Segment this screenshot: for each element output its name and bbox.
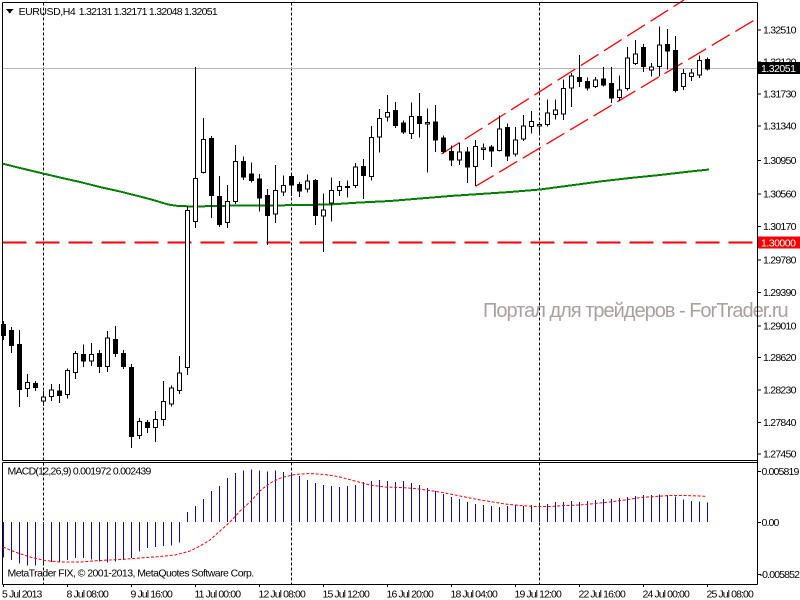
svg-text:12 Jul 08:00: 12 Jul 08:00	[259, 589, 306, 600]
svg-text:5 Jul 2013: 5 Jul 2013	[2, 589, 43, 600]
svg-text:1.32051: 1.32051	[761, 63, 796, 75]
svg-text:1.29010: 1.29010	[763, 321, 797, 333]
svg-text:16 Jul 20:00: 16 Jul 20:00	[387, 589, 434, 600]
svg-text:Портал для трейдеров - ForTrad: Портал для трейдеров - ForTrader.ru	[483, 300, 788, 322]
svg-text:9 Jul 16:00: 9 Jul 16:00	[131, 589, 174, 600]
svg-text:1.29780: 1.29780	[763, 255, 797, 267]
svg-text:0.00: 0.00	[762, 517, 780, 529]
svg-text:MACD(12,26,9) 0.001972 0.00243: MACD(12,26,9) 0.001972 0.002439	[8, 466, 152, 478]
svg-text:1.32510: 1.32510	[763, 24, 797, 36]
svg-text:25 Jul 08:00: 25 Jul 08:00	[707, 589, 754, 600]
svg-text:1.27450: 1.27450	[763, 449, 797, 461]
svg-text:-0.005852: -0.005852	[760, 569, 800, 581]
svg-text:EURUSD,H4: EURUSD,H4	[19, 6, 76, 18]
svg-text:1.31340: 1.31340	[763, 121, 797, 133]
svg-text:1.32131 1.32171 1.32048 1.3205: 1.32131 1.32171 1.32048 1.32051	[79, 6, 218, 18]
svg-text:1.31730: 1.31730	[763, 89, 797, 101]
svg-text:1.29390: 1.29390	[763, 287, 797, 299]
svg-text:0.005819: 0.005819	[762, 466, 800, 478]
svg-text:1.28620: 1.28620	[763, 352, 797, 364]
svg-text:11 Jul 00:00: 11 Jul 00:00	[195, 589, 242, 600]
svg-text:24 Jul 00:00: 24 Jul 00:00	[643, 589, 690, 600]
svg-text:1.27840: 1.27840	[763, 417, 797, 429]
svg-text:1.30560: 1.30560	[763, 189, 797, 201]
svg-text:1.30000: 1.30000	[761, 238, 796, 250]
svg-text:1.28230: 1.28230	[763, 385, 797, 397]
svg-text:22 Jul 16:00: 22 Jul 16:00	[579, 589, 626, 600]
svg-text:19 Jul 12:00: 19 Jul 12:00	[515, 589, 562, 600]
svg-text:15 Jul 12:00: 15 Jul 12:00	[323, 589, 370, 600]
svg-text:MetaTrader FIX, © 2001-2013, M: MetaTrader FIX, © 2001-2013, MetaQuotes …	[8, 568, 254, 580]
svg-text:1.30950: 1.30950	[763, 155, 797, 167]
svg-text:18 Jul 04:00: 18 Jul 04:00	[451, 589, 498, 600]
svg-text:1.30170: 1.30170	[763, 221, 797, 233]
svg-text:8 Jul 08:00: 8 Jul 08:00	[67, 589, 110, 600]
